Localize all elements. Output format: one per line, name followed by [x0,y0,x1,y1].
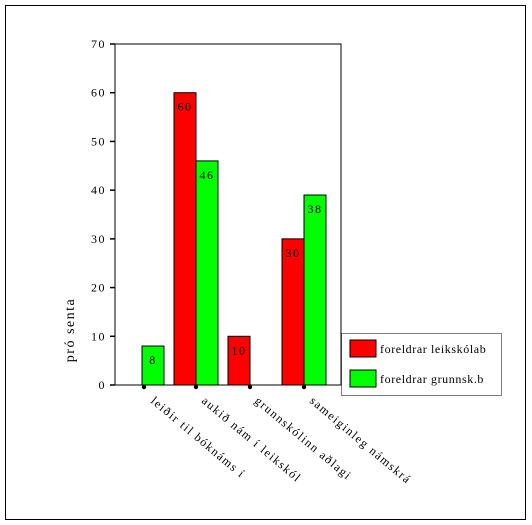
y-tick-label: 0 [99,378,107,392]
y-tick-label: 20 [91,281,106,295]
bar-data-label: 8 [149,353,157,367]
y-tick-label: 40 [91,183,106,197]
bar-data-label: 60 [178,100,193,114]
legend-label-leikskolab: foreldrar leikskólab [380,342,486,356]
x-tick-mark [193,384,199,390]
bar-grunnskb-4 [303,194,327,386]
bar-leikskolab-2 [173,92,197,386]
bar-data-label: 38 [308,202,323,216]
y-tick-label: 10 [91,329,106,343]
legend-swatch-leikskolab [349,339,377,358]
bar-grunnskb-2 [195,160,219,386]
x-tick-mark [301,384,307,390]
x-tick-mark [247,384,253,390]
bar-data-label: 10 [232,343,247,357]
y-axis: 0 10 20 30 40 50 60 70 [91,37,115,392]
y-axis-title: pró senta [63,298,78,362]
bar-labels: 8 60 46 10 30 38 [149,100,323,367]
bars [141,92,327,386]
y-tick-label: 60 [91,86,106,100]
bar-leikskolab-4 [281,238,305,386]
legend: foreldrar leikskólab foreldrar grunnsk.b [341,333,502,396]
y-tick-label: 70 [91,37,106,51]
legend-label-grunnskb: foreldrar grunnsk.b [380,372,484,386]
y-tick-label: 30 [91,232,106,246]
legend-swatch-grunnskb [349,369,377,388]
bar-data-label: 46 [200,168,215,182]
bar-grunnskb-1 [141,345,165,386]
bar-leikskolab-3 [227,335,251,386]
bar-data-label: 30 [286,246,301,260]
y-tick-label: 50 [91,134,106,148]
x-tick-mark [141,384,147,390]
